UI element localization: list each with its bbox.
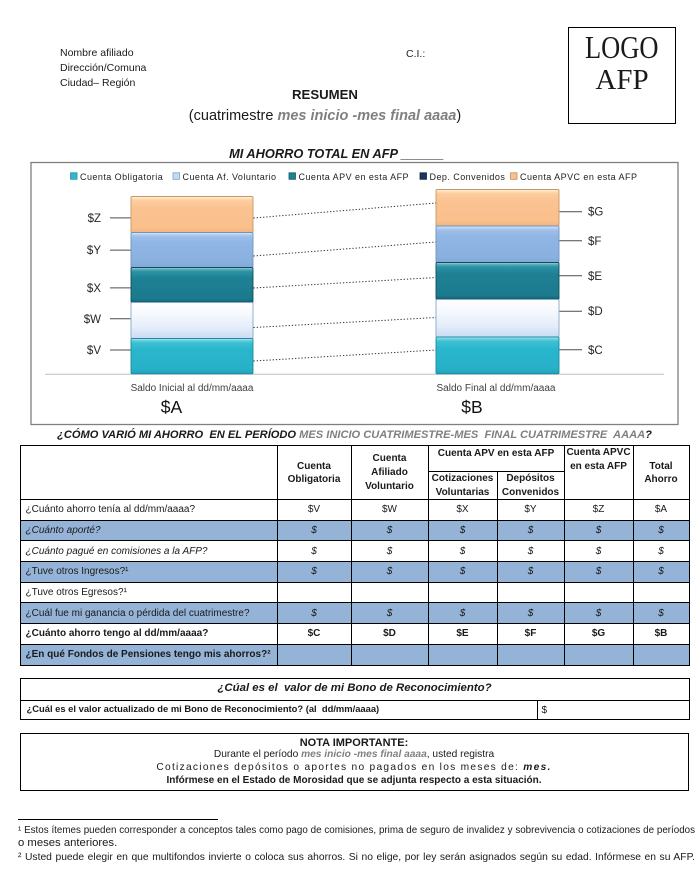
svg-text:$C: $C (588, 345, 603, 357)
svg-text:Saldo Inicial al dd/mm/aaaa: Saldo Inicial al dd/mm/aaaa (131, 383, 254, 394)
svg-text:$E: $E (588, 271, 602, 283)
svg-text:$A: $A (161, 397, 183, 417)
svg-text:Cuenta APVC en esta AFP: Cuenta APVC en esta AFP (520, 172, 637, 182)
svg-text:Cuenta Af. Voluntario: Cuenta Af. Voluntario (183, 172, 277, 182)
svg-text:Saldo Final al dd/mm/aaaa: Saldo Final al dd/mm/aaaa (437, 383, 556, 394)
svg-text:Cuenta Obligatoria: Cuenta Obligatoria (80, 172, 163, 182)
svg-text:Cuenta APV en esta AFP: Cuenta APV en esta AFP (299, 172, 409, 182)
svg-text:$D: $D (588, 306, 603, 318)
svg-text:Dep. Convenidos: Dep. Convenidos (430, 172, 506, 182)
svg-text:$B: $B (461, 397, 482, 417)
svg-text:$Y: $Y (87, 245, 101, 257)
svg-text:$X: $X (87, 283, 101, 295)
svg-text:$G: $G (588, 207, 603, 219)
svg-text:$W: $W (84, 314, 101, 326)
svg-text:$V: $V (87, 345, 101, 357)
svg-text:$F: $F (588, 236, 601, 248)
svg-text:$Z: $Z (88, 213, 101, 225)
